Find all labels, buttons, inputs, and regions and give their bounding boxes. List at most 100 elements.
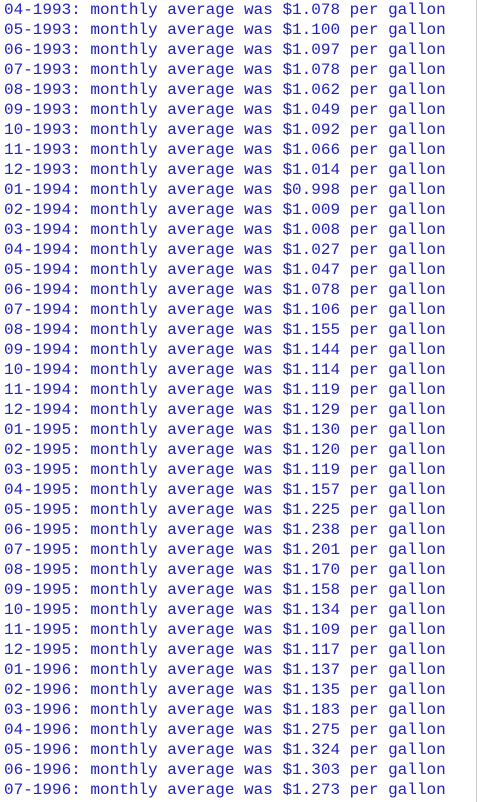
line-price: $1.078 <box>282 1 341 19</box>
line-price: $1.027 <box>282 241 341 259</box>
line-phrase-before: : monthly average was <box>71 181 283 199</box>
line-phrase-after: per gallon <box>340 541 446 559</box>
line-price: $1.109 <box>282 621 341 639</box>
line-price: $1.273 <box>282 781 341 799</box>
output-line: 10-1993: monthly average was $1.092 per … <box>0 120 476 140</box>
line-price: $1.144 <box>282 341 341 359</box>
line-month: 04-1996 <box>4 721 72 739</box>
line-price: $1.303 <box>282 761 341 779</box>
line-month: 03-1996 <box>4 701 72 719</box>
line-price: $1.238 <box>282 521 341 539</box>
output-line: 03-1994: monthly average was $1.008 per … <box>0 220 476 240</box>
line-phrase-before: : monthly average was <box>71 161 283 179</box>
line-month: 10-1995 <box>4 601 72 619</box>
line-phrase-after: per gallon <box>340 561 446 579</box>
line-month: 06-1993 <box>4 41 72 59</box>
output-line: 09-1995: monthly average was $1.158 per … <box>0 580 476 600</box>
line-price: $1.225 <box>282 501 341 519</box>
line-phrase-after: per gallon <box>340 261 446 279</box>
line-phrase-after: per gallon <box>340 481 446 499</box>
line-price: $1.135 <box>282 681 341 699</box>
output-line: 02-1994: monthly average was $1.009 per … <box>0 200 476 220</box>
line-price: $1.157 <box>282 481 341 499</box>
line-month: 04-1993 <box>4 1 72 19</box>
line-month: 10-1993 <box>4 121 72 139</box>
line-phrase-after: per gallon <box>340 441 446 459</box>
line-month: 06-1995 <box>4 521 72 539</box>
line-phrase-after: per gallon <box>340 41 446 59</box>
line-month: 09-1994 <box>4 341 72 359</box>
line-month: 03-1995 <box>4 461 72 479</box>
line-price: $1.049 <box>282 101 341 119</box>
output-line: 10-1995: monthly average was $1.134 per … <box>0 600 476 620</box>
line-phrase-before: : monthly average was <box>71 561 283 579</box>
line-phrase-before: : monthly average was <box>71 741 283 759</box>
output-line: 07-1996: monthly average was $1.273 per … <box>0 780 476 800</box>
line-phrase-before: : monthly average was <box>71 61 283 79</box>
line-phrase-before: : monthly average was <box>71 401 283 419</box>
line-phrase-before: : monthly average was <box>71 21 283 39</box>
line-price: $1.008 <box>282 221 341 239</box>
line-phrase-before: : monthly average was <box>71 481 283 499</box>
line-month: 12-1993 <box>4 161 72 179</box>
output-line: 07-1995: monthly average was $1.201 per … <box>0 540 476 560</box>
line-month: 01-1996 <box>4 661 72 679</box>
line-phrase-after: per gallon <box>340 61 446 79</box>
line-phrase-before: : monthly average was <box>71 301 283 319</box>
line-month: 09-1995 <box>4 581 72 599</box>
line-month: 08-1994 <box>4 321 72 339</box>
line-month: 11-1993 <box>4 141 72 159</box>
line-phrase-after: per gallon <box>340 621 446 639</box>
output-line: 06-1995: monthly average was $1.238 per … <box>0 520 476 540</box>
line-phrase-before: : monthly average was <box>71 521 283 539</box>
line-price: $1.201 <box>282 541 341 559</box>
line-phrase-before: : monthly average was <box>71 621 283 639</box>
line-phrase-after: per gallon <box>340 221 446 239</box>
line-phrase-before: : monthly average was <box>71 781 283 799</box>
output-line: 04-1994: monthly average was $1.027 per … <box>0 240 476 260</box>
line-phrase-before: : monthly average was <box>71 281 283 299</box>
line-month: 02-1994 <box>4 201 72 219</box>
line-price: $1.170 <box>282 561 341 579</box>
output-line: 12-1994: monthly average was $1.129 per … <box>0 400 476 420</box>
output-line: 07-1994: monthly average was $1.106 per … <box>0 300 476 320</box>
line-price: $1.119 <box>282 461 341 479</box>
line-month: 09-1993 <box>4 101 72 119</box>
line-month: 05-1994 <box>4 261 72 279</box>
line-phrase-before: : monthly average was <box>71 81 283 99</box>
line-month: 08-1993 <box>4 81 72 99</box>
output-line: 01-1996: monthly average was $1.137 per … <box>0 660 476 680</box>
line-price: $1.100 <box>282 21 341 39</box>
line-phrase-after: per gallon <box>340 601 446 619</box>
line-phrase-before: : monthly average was <box>71 41 283 59</box>
output-line: 11-1993: monthly average was $1.066 per … <box>0 140 476 160</box>
line-price: $1.014 <box>282 161 341 179</box>
output-line: 01-1994: monthly average was $0.998 per … <box>0 180 476 200</box>
line-phrase-after: per gallon <box>340 161 446 179</box>
line-phrase-after: per gallon <box>340 581 446 599</box>
line-price: $1.183 <box>282 701 341 719</box>
line-phrase-after: per gallon <box>340 181 446 199</box>
line-month: 01-1994 <box>4 181 72 199</box>
line-price: $1.047 <box>282 261 341 279</box>
line-phrase-before: : monthly average was <box>71 361 283 379</box>
line-phrase-after: per gallon <box>340 81 446 99</box>
output-line: 02-1996: monthly average was $1.135 per … <box>0 680 476 700</box>
line-phrase-after: per gallon <box>340 461 446 479</box>
line-phrase-before: : monthly average was <box>71 261 283 279</box>
line-phrase-after: per gallon <box>340 361 446 379</box>
line-phrase-after: per gallon <box>340 761 446 779</box>
output-line: 07-1993: monthly average was $1.078 per … <box>0 60 476 80</box>
line-phrase-before: : monthly average was <box>71 661 283 679</box>
line-phrase-after: per gallon <box>340 381 446 399</box>
line-phrase-before: : monthly average was <box>71 441 283 459</box>
line-price: $1.119 <box>282 381 341 399</box>
line-month: 03-1994 <box>4 221 72 239</box>
line-phrase-before: : monthly average was <box>71 601 283 619</box>
line-month: 12-1995 <box>4 641 72 659</box>
line-phrase-before: : monthly average was <box>71 681 283 699</box>
line-price: $1.134 <box>282 601 341 619</box>
line-phrase-before: : monthly average was <box>71 121 283 139</box>
line-month: 08-1995 <box>4 561 72 579</box>
